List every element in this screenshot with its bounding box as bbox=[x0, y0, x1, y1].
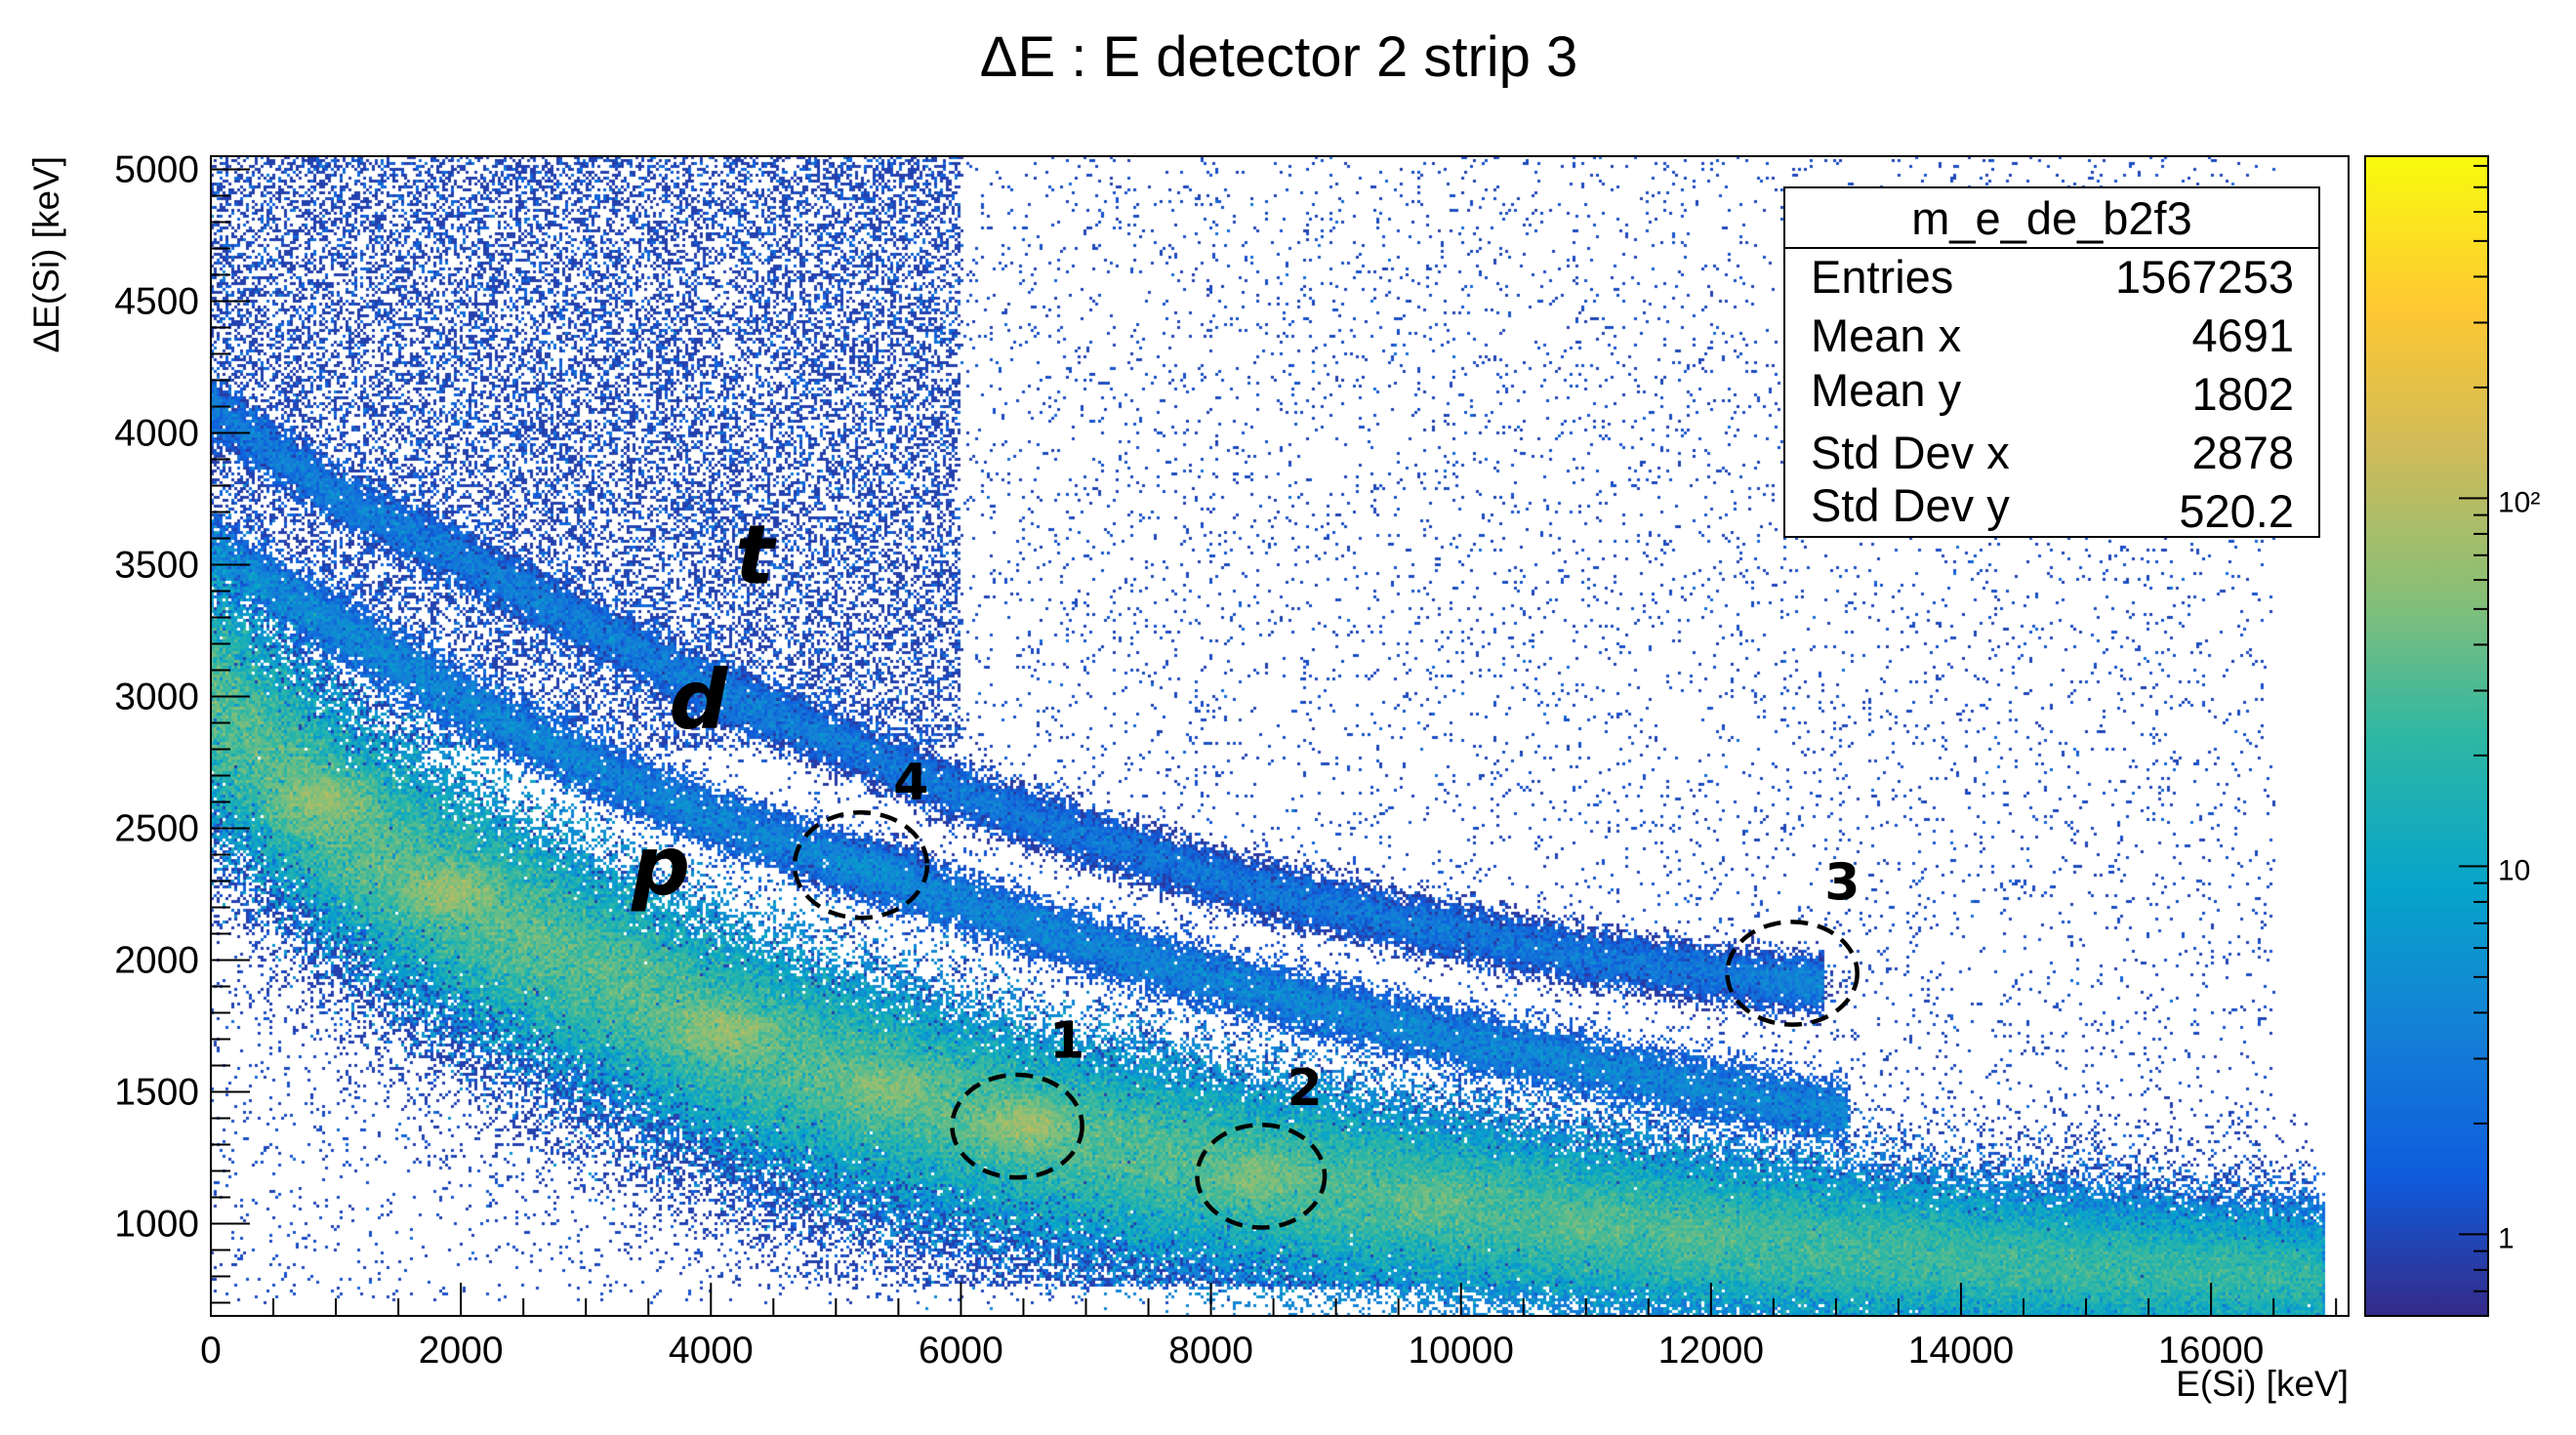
x-tick-label: 12000 bbox=[1658, 1330, 1764, 1372]
y-tick-label: 4500 bbox=[114, 281, 199, 323]
y-tick-label: 2500 bbox=[114, 808, 199, 850]
colorbar-tick-label: 10 bbox=[2498, 854, 2530, 886]
band-label-p: p bbox=[631, 818, 690, 914]
roi-ellipse-4 bbox=[792, 810, 930, 921]
y-tick-label: 1500 bbox=[114, 1072, 199, 1114]
annotation-layer: pdt 1 2 3 4 bbox=[631, 507, 1860, 1230]
roi-ellipse-3 bbox=[1725, 920, 1860, 1027]
x-tick-label: 14000 bbox=[1908, 1330, 2014, 1372]
x-tick-label: 0 bbox=[200, 1330, 222, 1372]
stats-mean-x-label: Mean x bbox=[1811, 309, 1961, 361]
roi-ellipse-2 bbox=[1195, 1123, 1328, 1230]
y-tick-label: 1000 bbox=[114, 1204, 199, 1246]
roi-label-1: 1 bbox=[1049, 1011, 1084, 1070]
y-tick-label: 5000 bbox=[114, 149, 199, 191]
y-tick-label: 2000 bbox=[114, 940, 199, 982]
x-tick-label: 2000 bbox=[419, 1330, 504, 1372]
y-axis-label: ΔE(Si) [keV] bbox=[26, 156, 66, 353]
x-tick-label: 16000 bbox=[2158, 1330, 2264, 1372]
colorbar-tick-labels: 1 10 10² bbox=[2498, 486, 2540, 1254]
colorbar-tick-label: 1 bbox=[2498, 1222, 2515, 1254]
stats-mean-y-value: 1802 bbox=[2191, 368, 2294, 420]
colorbar: 1 10 10² bbox=[2364, 155, 2540, 1317]
y-tick-label: 4000 bbox=[114, 413, 199, 455]
plot-frame bbox=[210, 155, 2350, 1317]
roi-label-2: 2 bbox=[1288, 1059, 1323, 1118]
stats-std-dev-y-label: Std Dev y bbox=[1811, 479, 2010, 531]
y-tick-label: 3500 bbox=[114, 545, 199, 587]
colorbar-gradient bbox=[2364, 155, 2489, 1317]
y-tick-label: 3000 bbox=[114, 676, 199, 718]
stats-box-frame bbox=[1783, 186, 2320, 538]
roi-ellipse-1 bbox=[950, 1072, 1084, 1180]
colorbar-ticks bbox=[2459, 164, 2488, 1317]
chart-title: ΔE : E detector 2 strip 3 bbox=[980, 25, 1578, 89]
band-label-t: t bbox=[735, 507, 777, 602]
y-axis-tick-labels: 1000 1500 2000 2500 3000 3500 4000 4500 5000 bbox=[114, 149, 199, 1246]
y-axis-ticks bbox=[211, 168, 250, 1304]
stats-mean-y-label: Mean y bbox=[1811, 364, 1962, 416]
stats-entries-label: Entries bbox=[1811, 251, 1953, 303]
x-tick-label: 10000 bbox=[1408, 1330, 1513, 1372]
stats-entries-value: 1567253 bbox=[2115, 251, 2294, 303]
x-tick-label: 6000 bbox=[919, 1330, 1003, 1372]
roi-label-3: 3 bbox=[1824, 853, 1860, 912]
stats-box-name: m_e_de_b2f3 bbox=[1911, 192, 2191, 244]
x-tick-label: 4000 bbox=[669, 1330, 754, 1372]
x-axis-tick-labels: 0 2000 4000 6000 8000 10000 12000 14000 16000 bbox=[200, 1330, 2264, 1372]
stats-std-dev-x-label: Std Dev x bbox=[1811, 427, 2010, 478]
stats-mean-x-value: 4691 bbox=[2191, 309, 2294, 361]
stats-std-dev-x-value: 2878 bbox=[2191, 427, 2294, 478]
x-axis-label: E(Si) [keV] bbox=[2176, 1364, 2349, 1404]
band-label-d: d bbox=[669, 652, 728, 748]
roi-label-4: 4 bbox=[893, 754, 928, 812]
x-tick-label: 8000 bbox=[1168, 1330, 1253, 1372]
stats-box: m_e_de_b2f3 Entries 1567253 Mean x 4691 … bbox=[1783, 186, 2320, 538]
stats-std-dev-y-value: 520.2 bbox=[2179, 485, 2294, 537]
colorbar-tick-label: 10² bbox=[2498, 486, 2540, 518]
x-axis-ticks bbox=[210, 1283, 2338, 1316]
